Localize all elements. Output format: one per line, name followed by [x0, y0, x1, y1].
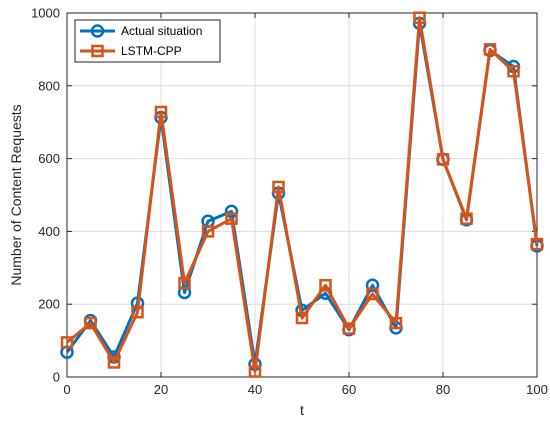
- data-point: [178, 276, 191, 290]
- legend-item: Actual situation: [80, 24, 202, 38]
- x-axis-label: t: [300, 402, 304, 418]
- data-point: [107, 356, 121, 369]
- data-point: [84, 316, 97, 330]
- legend-item: LSTM-CPP: [80, 44, 182, 58]
- y-tick-label: 400: [38, 224, 60, 239]
- data-point: [225, 212, 238, 225]
- data-point: [154, 105, 168, 119]
- series-2: [60, 11, 544, 378]
- legend-label: LSTM-CPP: [121, 44, 182, 58]
- data-point: [507, 64, 520, 78]
- x-tick-label: 100: [526, 382, 548, 397]
- data-point: [224, 204, 239, 219]
- y-tick-label: 1000: [31, 6, 60, 21]
- data-point: [60, 336, 74, 349]
- series-line: [66, 16, 539, 373]
- data-point: [483, 43, 497, 56]
- y-tick-label: 0: [53, 370, 60, 385]
- legend-label: Actual situation: [121, 24, 202, 38]
- x-tick-label: 80: [436, 382, 450, 397]
- data-point: [131, 305, 144, 319]
- legend: Actual situation LSTM-CPP: [74, 19, 221, 63]
- data-point: [530, 237, 544, 251]
- y-axis-label: Number of Content Requests: [8, 104, 24, 285]
- plot-area: [66, 12, 538, 378]
- data-point: [436, 153, 450, 166]
- data-point: [295, 311, 309, 325]
- legend-marker: [91, 44, 104, 58]
- x-tick-label: 0: [63, 382, 70, 397]
- data-point: [248, 365, 262, 378]
- y-tick-label: 200: [38, 297, 60, 312]
- data-point: [460, 212, 473, 225]
- data-point: [342, 322, 356, 335]
- data-point: [201, 225, 215, 238]
- x-tick-label: 20: [154, 382, 168, 397]
- x-tick-label: 40: [248, 382, 262, 397]
- data-point: [365, 278, 380, 293]
- data-point: [366, 287, 379, 301]
- data-point: [389, 316, 403, 330]
- data-point: [413, 11, 426, 24]
- x-tick-label: 60: [342, 382, 356, 397]
- data-point: [272, 180, 285, 194]
- y-tick-label: 800: [38, 78, 60, 93]
- series-group: [60, 11, 544, 378]
- y-tick-label: 600: [38, 151, 60, 166]
- legend-marker: [90, 24, 105, 38]
- data-point: [319, 279, 332, 292]
